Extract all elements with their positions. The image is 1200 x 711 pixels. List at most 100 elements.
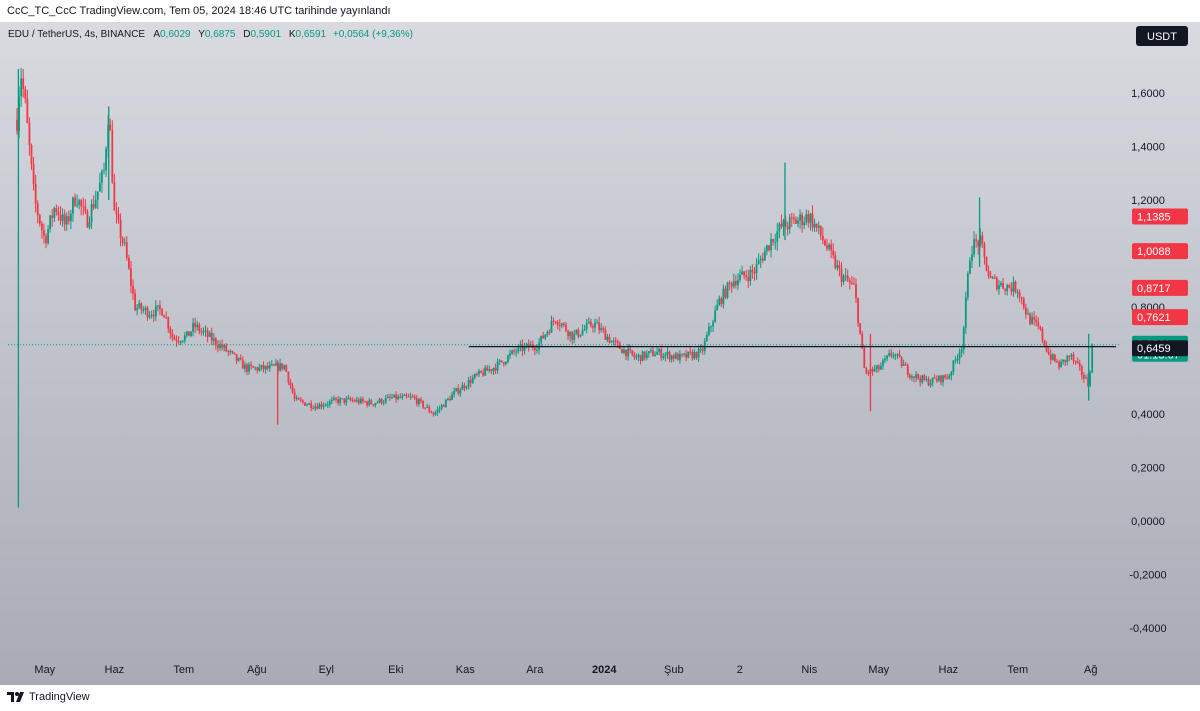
y-axis[interactable]: 1,60001,40001,20000,80000,40000,20000,00… bbox=[1129, 88, 1166, 635]
candle-body bbox=[577, 329, 580, 337]
candle-body bbox=[511, 350, 514, 354]
candle-body bbox=[293, 392, 296, 399]
candle-body bbox=[121, 238, 124, 243]
candle-body bbox=[536, 349, 538, 351]
candle-body bbox=[219, 344, 221, 348]
candle-body bbox=[1033, 317, 1036, 320]
candle-body bbox=[148, 315, 151, 318]
candle-body bbox=[281, 363, 284, 369]
candle-body bbox=[1068, 355, 1071, 357]
candle-body bbox=[906, 365, 909, 375]
candle-body bbox=[602, 328, 605, 330]
candle-body bbox=[82, 206, 85, 208]
symbol-header: EDU / TetherUS, 4s, BINANCE A0,6029 Y0,6… bbox=[8, 29, 413, 40]
x-tick-label: 2 bbox=[737, 664, 743, 676]
candle-body bbox=[165, 317, 168, 319]
candle-body bbox=[790, 217, 793, 219]
candle-body bbox=[314, 406, 317, 409]
candle-body bbox=[1024, 307, 1027, 315]
candle-body bbox=[43, 229, 45, 236]
candle-body bbox=[231, 351, 234, 353]
candle-body bbox=[527, 343, 530, 348]
candle-body bbox=[919, 378, 922, 383]
candle-body bbox=[817, 225, 820, 228]
candle-body bbox=[1010, 287, 1013, 292]
candle-body bbox=[614, 340, 617, 342]
candle-body bbox=[598, 322, 601, 331]
price-badge-label: 0,7621 bbox=[1137, 312, 1171, 324]
candle-body bbox=[200, 331, 203, 333]
candle-body bbox=[308, 403, 310, 405]
candle-body bbox=[753, 272, 756, 274]
x-axis[interactable]: May Haz Tem Ağu Eyl Eki Kas Ara 2024 Şub 2 Nis May Ha… bbox=[34, 664, 1097, 676]
candle-body bbox=[710, 326, 712, 328]
candle-body bbox=[948, 375, 951, 379]
x-tick-label: May bbox=[34, 664, 55, 676]
candle-body bbox=[395, 394, 398, 400]
candle-body bbox=[695, 352, 698, 358]
candle-body bbox=[343, 398, 346, 403]
candle-body bbox=[616, 341, 619, 344]
candle-body bbox=[755, 263, 758, 274]
candle-body bbox=[132, 285, 134, 294]
candle-body bbox=[875, 365, 878, 369]
candle-body bbox=[310, 403, 313, 409]
candle-body bbox=[892, 355, 895, 357]
currency-button[interactable]: USDT bbox=[1136, 26, 1188, 46]
candle-body bbox=[38, 215, 41, 224]
candle-body bbox=[908, 374, 911, 378]
chart-area[interactable]: 1,6000 1,4000 1,2000 0,8000 0,4000 0,2000 0,00… bbox=[0, 22, 1200, 685]
price-badge bbox=[1132, 243, 1188, 260]
candle-body bbox=[923, 375, 926, 380]
candle-body bbox=[896, 354, 899, 356]
candle-body bbox=[689, 351, 692, 353]
candle-body bbox=[76, 204, 78, 206]
candle-body bbox=[819, 225, 822, 236]
candle-body bbox=[1006, 285, 1009, 291]
candle-body bbox=[786, 226, 789, 229]
candle-body bbox=[324, 404, 327, 406]
y-tick-label: 0,2000 bbox=[1131, 463, 1165, 475]
candle-body bbox=[386, 396, 389, 398]
candle-body bbox=[540, 335, 543, 343]
open-value: 0,6029 bbox=[160, 29, 191, 40]
candle-body bbox=[652, 350, 654, 357]
candle-body bbox=[127, 258, 130, 269]
high-value: 0,6875 bbox=[205, 29, 236, 40]
candle-body bbox=[173, 337, 176, 340]
candle-body bbox=[461, 385, 464, 391]
tradingview-logo[interactable]: TradingView bbox=[7, 691, 90, 703]
candle-body bbox=[861, 333, 864, 349]
candle-body bbox=[904, 364, 907, 366]
candle-body bbox=[521, 344, 524, 352]
candle-body bbox=[799, 214, 801, 221]
candle-body bbox=[233, 352, 236, 355]
open-label: A bbox=[153, 29, 160, 40]
candle-body bbox=[867, 372, 870, 374]
candle-body bbox=[161, 309, 163, 316]
candle-body bbox=[513, 350, 516, 352]
x-tick-label: Şub bbox=[664, 664, 684, 676]
candle-body bbox=[720, 298, 723, 304]
candle-body bbox=[824, 240, 826, 246]
candle-body bbox=[407, 396, 410, 398]
candle-body bbox=[185, 331, 188, 336]
candle-body bbox=[1018, 292, 1021, 298]
price-chart[interactable]: 1,60001,40001,20000,80000,40000,20000,00… bbox=[0, 22, 1200, 685]
candle-body bbox=[966, 273, 969, 298]
candle-body bbox=[30, 144, 33, 165]
candle-body bbox=[471, 377, 474, 384]
candle-body bbox=[473, 374, 476, 378]
candle-body bbox=[92, 204, 95, 208]
candle-body bbox=[589, 321, 592, 327]
candle-body bbox=[1008, 285, 1011, 288]
candle-body bbox=[886, 355, 888, 359]
candle-body bbox=[658, 349, 661, 353]
candle-body bbox=[366, 401, 369, 406]
candle-body bbox=[451, 394, 453, 401]
candle-body bbox=[703, 340, 706, 351]
candle-body bbox=[768, 245, 770, 251]
candle-body bbox=[759, 258, 762, 261]
candle-body bbox=[142, 309, 145, 311]
price-badge bbox=[1132, 309, 1188, 326]
